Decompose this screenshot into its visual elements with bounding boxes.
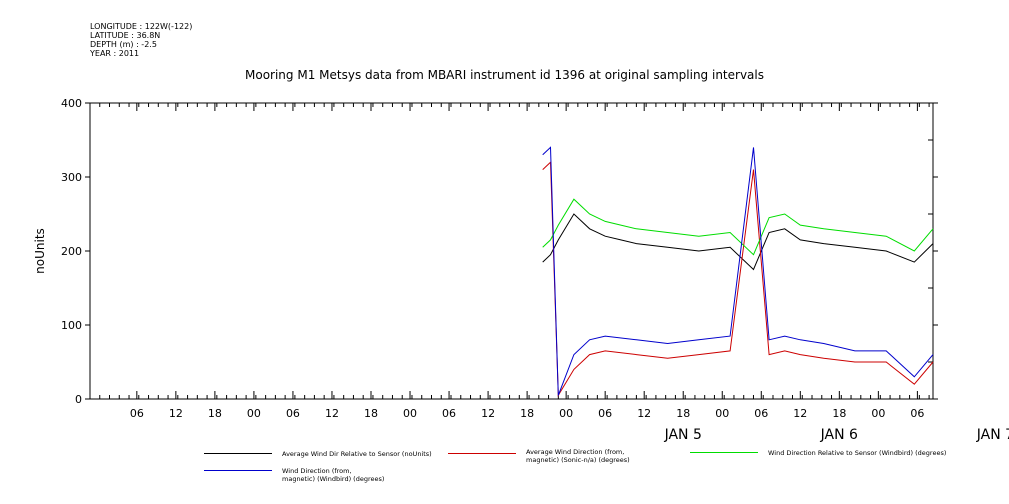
x-tick-label: 18: [832, 407, 846, 420]
x-tick-label: 12: [481, 407, 495, 420]
plot-frame: [89, 102, 934, 400]
legend-label-green: Wind Direction Relative to Sensor (Windb…: [768, 449, 947, 457]
x-day-label: JAN 6: [820, 427, 858, 443]
legend-swatch-red: [448, 453, 516, 454]
x-tick-label: 00: [559, 407, 573, 420]
metadata-longitude: LONGITUDE : 122W(-122): [90, 22, 193, 31]
y-tick-label: 0: [75, 393, 82, 406]
metadata-year: YEAR : 2011: [90, 49, 140, 58]
y-tick-label: 300: [61, 171, 82, 184]
x-tick-label: 18: [364, 407, 378, 420]
x-day-label: JAN 7: [976, 427, 1009, 443]
metadata-depth: DEPTH (m) : -2.5: [90, 40, 157, 49]
x-tick-label: 12: [793, 407, 807, 420]
y-tick-label: 200: [61, 245, 82, 258]
x-tick-label: 12: [169, 407, 183, 420]
x-tick-label: 00: [715, 407, 729, 420]
series-line-0: [542, 213, 934, 271]
legend-label-black: Average Wind Dir Relative to Sensor (noU…: [282, 450, 432, 458]
legend-swatch-green: [690, 452, 758, 453]
x-tick-label: 18: [208, 407, 222, 420]
series-line-2: [542, 198, 934, 256]
legend-label-red: Average Wind Direction (from, magnetic) …: [526, 448, 630, 464]
metadata-block: LONGITUDE : 122W(-122) LATITUDE : 36.8N …: [90, 22, 192, 58]
x-tick-label: 00: [871, 407, 885, 420]
y-tick-label: 100: [61, 319, 82, 332]
y-axis-label: noUnits: [33, 228, 47, 274]
y-tick-label: 400: [61, 97, 82, 110]
legend-swatch-blue: [204, 470, 272, 471]
x-tick-label: 06: [754, 407, 768, 420]
chart-title: Mooring M1 Metsys data from MBARI instru…: [245, 68, 764, 82]
series-line-3: [542, 146, 934, 396]
x-day-label: JAN 5: [664, 427, 702, 443]
x-tick-label: 06: [130, 407, 144, 420]
x-tick-label: 06: [286, 407, 300, 420]
x-tick-label: 18: [676, 407, 690, 420]
series-line-1: [542, 161, 934, 398]
x-tick-label: 12: [637, 407, 651, 420]
x-tick-label: 12: [325, 407, 339, 420]
x-tick-label: 00: [403, 407, 417, 420]
x-tick-label: 06: [910, 407, 924, 420]
x-tick-label: 00: [247, 407, 261, 420]
metadata-latitude: LATITUDE : 36.8N: [90, 31, 161, 40]
x-tick-label: 06: [598, 407, 612, 420]
x-tick-label: 18: [520, 407, 534, 420]
legend-swatch-black: [204, 453, 272, 454]
legend-label-blue: Wind Direction (from, magnetic) (Windbir…: [282, 467, 385, 483]
x-tick-label: 06: [442, 407, 456, 420]
